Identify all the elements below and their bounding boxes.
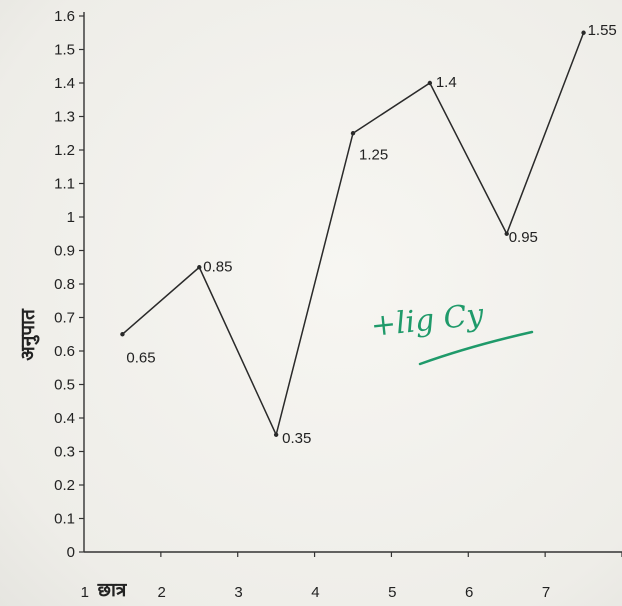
- y-axis-ticks: 0 0.1 0.2 0.3 0.4 0.5 0.6 0.7 0.8 0.9 1 1.1 1.2 1.3 1.…: [54, 8, 84, 561]
- y-tick-label: 0.8: [54, 276, 75, 293]
- y-axis-title: अनुपात: [17, 308, 40, 361]
- y-tick-label: 1.5: [54, 42, 75, 59]
- handwritten-annotation: +lig Cy: [369, 297, 534, 366]
- y-tick-label: 0.7: [54, 310, 75, 327]
- data-point: [273, 432, 279, 437]
- data-label: 0.65: [126, 349, 155, 366]
- annotation-text: +lig Cy: [369, 297, 486, 344]
- y-tick-label: 1: [67, 209, 75, 226]
- x-tick-label: 7: [542, 584, 550, 601]
- y-tick-label: 0.2: [54, 477, 75, 494]
- data-point: [350, 131, 356, 136]
- x-tick-label: 6: [465, 584, 473, 601]
- data-point: [197, 265, 202, 270]
- y-tick-label: 0.1: [54, 511, 75, 528]
- data-labels: 0.65 0.85 0.35 1.25 1.4 0.95 1.55: [126, 22, 616, 447]
- data-point: [504, 231, 509, 236]
- series-group: [120, 30, 586, 437]
- axes: [83, 12, 622, 553]
- x-tick-label: 2: [158, 584, 166, 601]
- y-tick-label: 0.4: [54, 410, 75, 427]
- y-tick-label: 0.5: [54, 377, 75, 394]
- data-label: 0.85: [203, 258, 232, 275]
- y-tick-label: 0: [67, 544, 75, 561]
- y-tick-label: 1.6: [54, 8, 75, 25]
- y-tick-label: 1.1: [54, 176, 75, 193]
- y-tick-label: 1.4: [54, 75, 75, 92]
- data-label: 0.95: [509, 229, 538, 246]
- data-label: 0.35: [282, 430, 311, 447]
- y-tick-label: 0.3: [54, 444, 75, 461]
- data-point: [581, 30, 586, 35]
- x-tick-label: 5: [388, 584, 396, 601]
- data-point: [427, 80, 433, 86]
- data-point: [120, 332, 125, 337]
- x-tick-label: 3: [234, 584, 242, 601]
- annotation-underline: [418, 330, 534, 366]
- y-tick-label: 0.6: [54, 343, 75, 360]
- y-tick-label: 1.3: [54, 109, 75, 126]
- data-label: 1.55: [588, 22, 617, 39]
- y-tick-label: 0.9: [54, 243, 75, 260]
- data-label: 1.25: [359, 146, 388, 163]
- x-tick-label: 4: [311, 584, 319, 601]
- x-axis-ticks: 1 2 3 4 5 6 7: [81, 552, 622, 601]
- data-label: 1.4: [436, 74, 457, 91]
- y-tick-label: 1.2: [54, 142, 75, 159]
- x-axis-title: छात्र: [97, 579, 128, 601]
- x-tick-label: 1: [81, 584, 89, 601]
